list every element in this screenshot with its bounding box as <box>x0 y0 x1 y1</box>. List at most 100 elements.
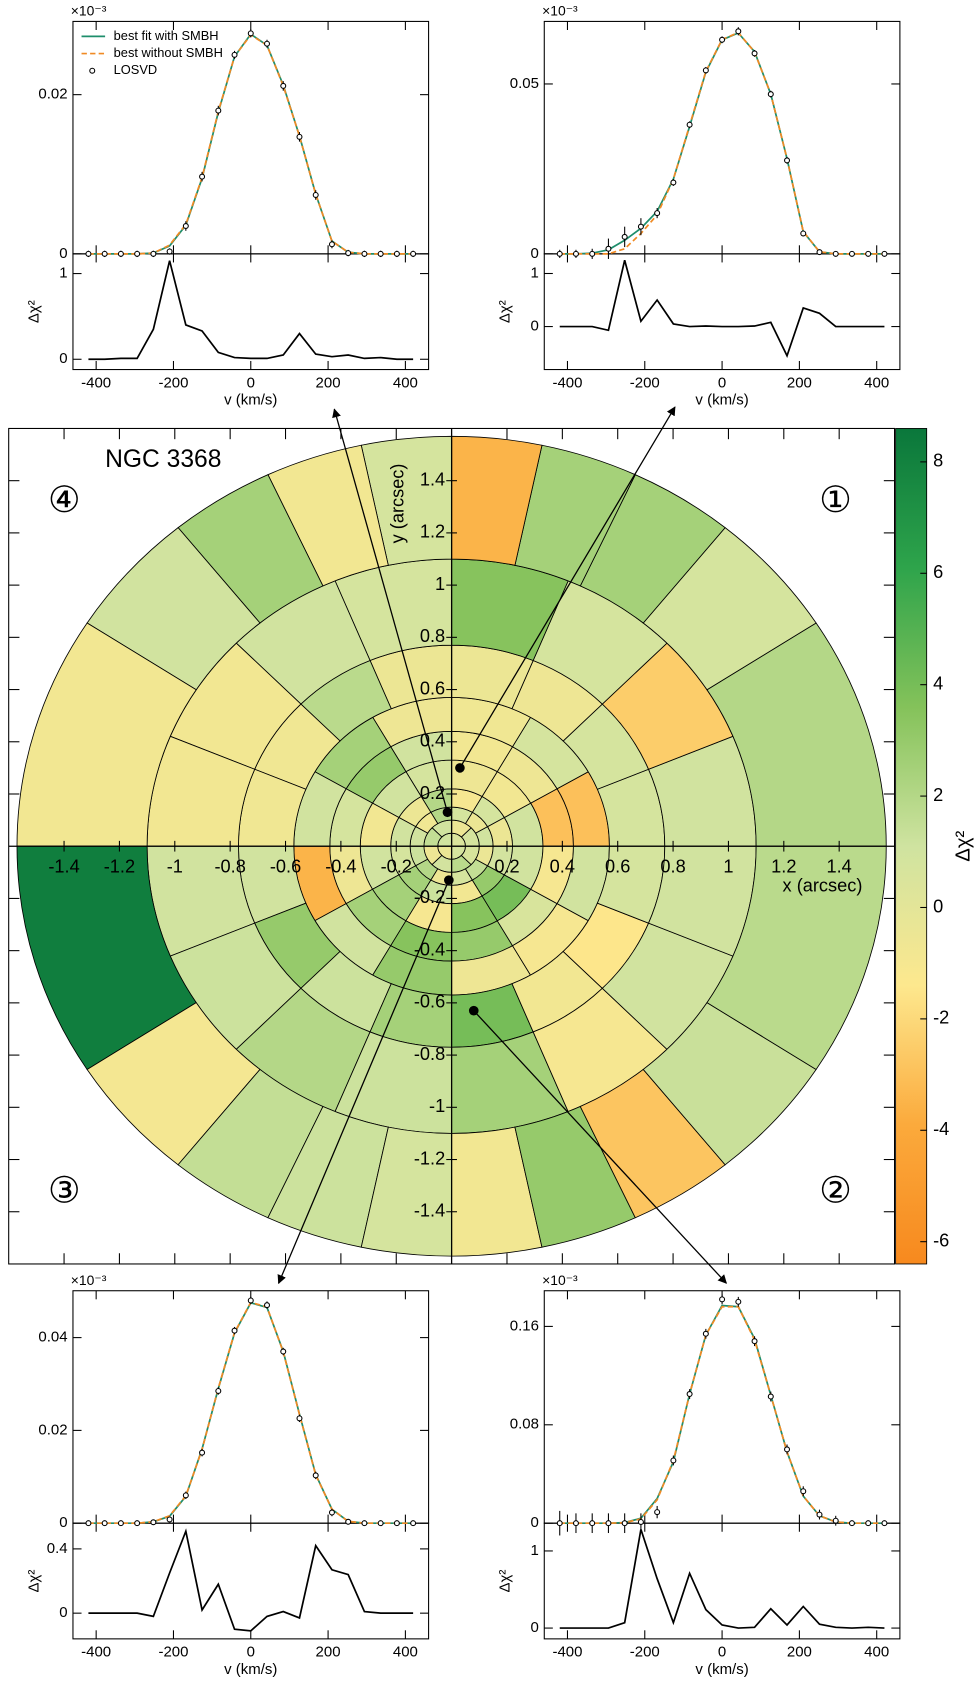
x-tick-label: 1 <box>723 856 733 876</box>
x-tick-label: 200 <box>787 374 812 391</box>
x-tick-label: 0 <box>718 1644 726 1661</box>
losvd-point <box>556 1520 563 1527</box>
x-tick-label: -400 <box>81 374 111 391</box>
fit-line <box>559 31 885 255</box>
losvd-point <box>85 250 92 257</box>
losvd-point <box>199 173 206 180</box>
x-tick-label: -400 <box>552 1644 582 1661</box>
x-tick-label: -400 <box>552 374 582 391</box>
residual-y-title: Δχ² <box>25 300 42 323</box>
x-axis-title: v (km/s) <box>695 392 748 409</box>
x-axis-title: v (km/s) <box>224 392 277 409</box>
y-tick-label: 0.16 <box>510 1317 539 1334</box>
x-tick-label: 0 <box>247 1644 255 1661</box>
losvd-point <box>150 250 157 257</box>
colorbar-tick-label: -6 <box>933 1230 949 1250</box>
losvd-point <box>637 223 644 230</box>
exponent-label: ×10⁻³ <box>542 2 578 18</box>
quadrant-label: ③ <box>48 1169 81 1212</box>
losvd-point <box>589 1520 596 1527</box>
residual-y-tick-label: 1 <box>59 265 67 282</box>
y-tick-label: -1.4 <box>414 1201 445 1221</box>
losvd-point <box>150 1519 157 1526</box>
losvd-point <box>215 1387 222 1394</box>
x-tick-label: 0.6 <box>605 856 630 876</box>
losvd-point <box>377 250 384 257</box>
y-tick-label: -1.2 <box>414 1148 445 1168</box>
residual-line <box>559 260 885 359</box>
x-tick-label: 200 <box>787 1644 812 1661</box>
y-tick-label: 0.02 <box>38 1421 67 1438</box>
x-tick-label: 200 <box>316 374 341 391</box>
losvd-point <box>117 250 124 257</box>
residual-line <box>88 1528 414 1632</box>
residual-y-tick-label: 0 <box>59 1604 67 1621</box>
losvd-point <box>410 1520 417 1527</box>
losvd-point <box>719 1296 726 1303</box>
x-tick-label: -200 <box>630 374 660 391</box>
losvd-point <box>312 191 319 198</box>
y-tick-label: 0 <box>59 245 67 262</box>
y-tick-label: 1.4 <box>420 469 445 489</box>
residual-y-tick-label: 1 <box>531 1542 539 1559</box>
losvd-point <box>182 223 189 230</box>
bin-marker <box>444 875 454 885</box>
losvd-frame <box>72 1290 430 1524</box>
y-tick-label: 0.05 <box>510 75 539 92</box>
losvd-point <box>166 1516 173 1523</box>
losvd-point <box>751 1338 758 1345</box>
losvd-point <box>101 1520 108 1527</box>
losvd-point <box>865 1520 872 1527</box>
losvd-point <box>848 1520 855 1527</box>
losvd-point <box>832 1517 839 1524</box>
legend-marker <box>89 67 96 74</box>
bin-arrow <box>277 879 450 1285</box>
x-tick-label: 400 <box>864 374 889 391</box>
losvd-point <box>328 1509 335 1516</box>
map-title: NGC 3368 <box>105 446 221 473</box>
losvd-point <box>264 1302 271 1309</box>
x-tick-label: 200 <box>316 1644 341 1661</box>
losvd-point <box>231 51 238 58</box>
losvd-point <box>166 248 173 255</box>
residual-y-tick-label: 0 <box>531 1619 539 1636</box>
losvd-frame <box>543 20 901 255</box>
x-tick-label: -1.4 <box>48 856 79 876</box>
losvd-point <box>605 1520 612 1527</box>
losvd-point <box>85 1520 92 1527</box>
colorbar-tick-label: 0 <box>933 896 943 916</box>
losvd-point <box>621 233 628 240</box>
legend-label: best fit with SMBH <box>114 28 219 43</box>
bin-arrow <box>459 406 676 769</box>
x-tick-label: 0 <box>247 374 255 391</box>
losvd-point <box>702 1330 709 1337</box>
bin-arrow <box>332 408 449 813</box>
colorbar-tick-label: 2 <box>933 785 943 805</box>
losvd-point <box>393 1520 400 1527</box>
fit-line <box>559 1304 885 1525</box>
y-tick-label: -0.8 <box>414 1044 445 1064</box>
bin-marker <box>455 763 465 773</box>
losvd-point <box>410 250 417 257</box>
losvd-point <box>654 210 661 217</box>
losvd-point <box>117 1520 124 1527</box>
losvd-point <box>751 50 758 57</box>
y-tick-label: -0.6 <box>414 992 445 1012</box>
y-tick-label: 1.2 <box>420 522 445 542</box>
losvd-point <box>767 91 774 98</box>
residual-y-title: Δχ² <box>25 1570 42 1593</box>
losvd-point <box>328 241 335 248</box>
y-tick-label: 0 <box>531 245 539 262</box>
losvd-point <box>572 1520 579 1527</box>
losvd-point <box>702 67 709 74</box>
fit-line <box>88 1301 414 1525</box>
losvd-point <box>296 1415 303 1422</box>
losvd-point <box>247 30 254 37</box>
colorbar-tick-label: 4 <box>933 673 943 693</box>
losvd-frame <box>543 1290 901 1524</box>
y-tick-label: -0.2 <box>414 887 445 907</box>
residual-y-tick-label: 0 <box>531 318 539 335</box>
losvd-point <box>345 250 352 257</box>
residual-frame <box>72 253 430 371</box>
